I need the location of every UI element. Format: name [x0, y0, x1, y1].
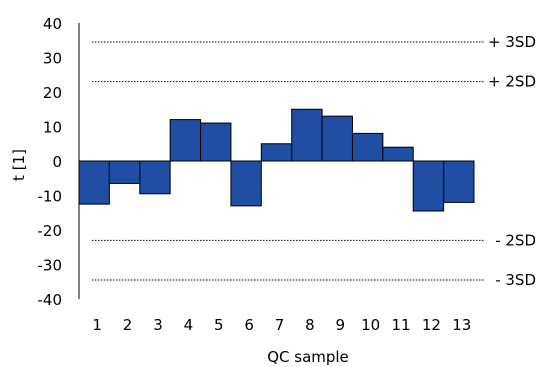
bar-8: [291, 108, 323, 162]
x-tick-label: 8: [305, 316, 315, 334]
x-tick-labels: 1 2 3 4 5 6 7 8 9 10 11 12 13: [92, 316, 471, 334]
x-tick-label: 5: [214, 316, 224, 334]
bar-12: [412, 160, 445, 212]
bar-9: [321, 115, 353, 162]
bar-13: [443, 160, 475, 203]
y-axis-title: t [1]: [10, 149, 28, 181]
bar-6: [230, 160, 262, 207]
bars: [78, 108, 475, 212]
x-tick-label: 7: [275, 316, 285, 334]
y-tick-label: -30: [38, 257, 63, 275]
y-tick-label: -20: [38, 222, 63, 240]
y-tick-label: 40: [43, 15, 62, 33]
y-tick-labels: 40 30 20 10 0 -10 -20 -30 -40: [38, 15, 63, 309]
y-tick-label: 30: [43, 50, 62, 68]
x-tick-label: 2: [123, 316, 133, 334]
bar-7: [260, 143, 293, 162]
x-tick-label: 10: [361, 316, 380, 334]
sd-label-3: - 3SD: [495, 271, 536, 289]
x-tick-label: 13: [452, 316, 471, 334]
bar-3: [139, 160, 171, 195]
y-tick-label: 20: [43, 84, 62, 102]
x-tick-label: 9: [335, 316, 345, 334]
bar-10: [351, 132, 384, 162]
y-tick-label: -40: [38, 291, 63, 309]
sd-label-0: + 3SD: [488, 33, 536, 51]
x-tick-label: 1: [92, 316, 102, 334]
bar-4: [169, 119, 202, 162]
y-tick-label: 10: [43, 119, 62, 137]
bar-5: [200, 122, 232, 162]
x-tick-label: 4: [184, 316, 194, 334]
bar-11: [382, 146, 414, 162]
x-tick-label: 11: [391, 316, 410, 334]
x-tick-label: 6: [244, 316, 254, 334]
reference-lines: [92, 41, 484, 281]
x-axis-title: QC sample: [267, 348, 349, 366]
sd-labels: + 3SD + 2SD - 2SD - 3SD: [488, 33, 536, 289]
x-tick-label: 12: [422, 316, 441, 334]
y-tick-label: -10: [38, 188, 63, 206]
bar-2: [108, 160, 141, 184]
x-tick-label: 3: [153, 316, 163, 334]
sd-label-2: - 2SD: [495, 231, 536, 249]
sd-label-1: + 2SD: [488, 73, 536, 91]
y-tick-label: 0: [52, 153, 62, 171]
bar-1: [78, 160, 110, 205]
